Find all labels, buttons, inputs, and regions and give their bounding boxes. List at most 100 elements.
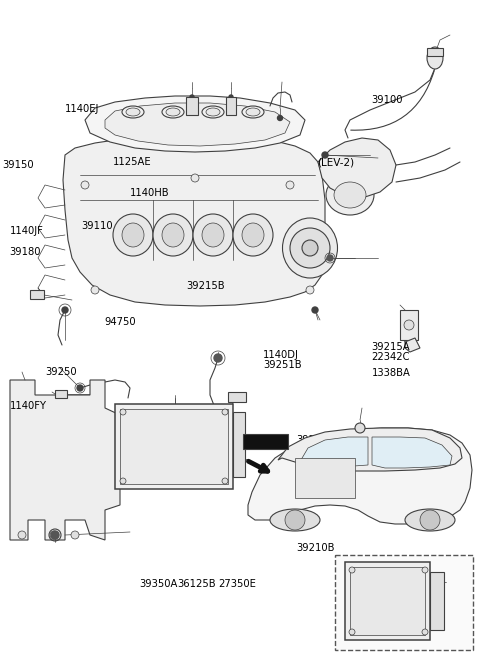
Ellipse shape [270,509,320,531]
Polygon shape [10,380,120,540]
Circle shape [349,629,355,635]
Ellipse shape [162,223,184,247]
Text: 94750: 94750 [105,317,136,328]
Circle shape [222,409,228,415]
Circle shape [286,181,294,189]
Ellipse shape [405,509,455,531]
Circle shape [71,531,79,539]
Text: 39215A: 39215A [372,342,410,352]
Circle shape [120,478,126,484]
Ellipse shape [242,223,264,247]
Bar [120,409,228,484]
Ellipse shape [126,108,140,116]
Text: 22342C: 22342C [372,352,410,362]
Text: 1338BA: 1338BA [372,368,410,379]
Bar [400,310,418,340]
Polygon shape [298,437,368,467]
Circle shape [50,531,58,539]
FancyBboxPatch shape [335,555,473,650]
Text: 39150: 39150 [2,160,34,170]
Bar [345,562,430,640]
Circle shape [81,181,89,189]
Text: 39210B: 39210B [297,542,335,553]
Text: 36125B: 36125B [178,579,216,590]
Polygon shape [85,96,305,152]
Polygon shape [105,103,290,146]
Circle shape [229,95,233,99]
Text: 1125AE: 1125AE [113,157,151,167]
Circle shape [214,354,222,362]
Polygon shape [278,428,462,471]
Text: 1140JF: 1140JF [10,225,44,236]
Circle shape [51,531,59,539]
Circle shape [222,478,228,484]
Polygon shape [318,138,396,198]
Text: 39110: 39110 [82,221,113,231]
Text: 39350A: 39350A [139,579,178,590]
Text: 1140HB: 1140HB [130,188,169,198]
Text: 27350E: 27350E [218,579,256,590]
Bar [186,97,198,115]
Text: 1140EJ: 1140EJ [65,104,99,115]
Text: 1140FY: 1140FY [10,401,47,411]
Bar [430,572,444,630]
Ellipse shape [246,108,260,116]
Text: (LEV-2): (LEV-2) [317,157,354,168]
Polygon shape [372,437,452,468]
Ellipse shape [206,108,220,116]
Circle shape [290,228,330,268]
Circle shape [306,286,314,294]
Text: 39100: 39100 [372,94,403,105]
Bar [243,434,288,449]
Ellipse shape [166,108,180,116]
Circle shape [91,286,99,294]
Polygon shape [63,137,325,306]
Ellipse shape [153,214,193,256]
Bar [228,392,246,402]
Bar [295,458,355,498]
Polygon shape [248,428,472,524]
Circle shape [422,629,428,635]
Circle shape [322,152,328,158]
Circle shape [420,510,440,530]
Text: 39210A: 39210A [355,609,394,620]
Circle shape [327,255,333,261]
Ellipse shape [202,223,224,247]
Circle shape [77,385,83,391]
Text: 39250: 39250 [46,367,77,377]
Bar [30,290,44,299]
Ellipse shape [326,175,374,215]
Ellipse shape [242,106,264,118]
Circle shape [62,307,68,313]
Ellipse shape [202,106,224,118]
Circle shape [277,115,283,121]
Text: 39180: 39180 [10,246,41,257]
Circle shape [312,307,318,313]
Ellipse shape [334,182,366,208]
Ellipse shape [122,106,144,118]
Circle shape [191,174,199,182]
Text: 39251B: 39251B [263,360,301,371]
Polygon shape [405,338,420,352]
Ellipse shape [113,214,153,256]
Bar [350,567,425,635]
Ellipse shape [122,223,144,247]
Ellipse shape [162,106,184,118]
Circle shape [285,510,305,530]
Circle shape [120,409,126,415]
Circle shape [18,531,26,539]
Bar [115,404,233,489]
Text: 1140DJ: 1140DJ [263,350,299,360]
Bar [233,412,245,477]
Bar [226,97,236,115]
Circle shape [190,95,194,99]
Ellipse shape [233,214,273,256]
Text: 39215B: 39215B [186,280,225,291]
Circle shape [355,423,365,433]
Circle shape [302,240,318,256]
Ellipse shape [193,214,233,256]
Text: 39220G: 39220G [297,435,336,445]
Circle shape [404,320,414,330]
Ellipse shape [283,218,337,278]
Circle shape [349,567,355,573]
